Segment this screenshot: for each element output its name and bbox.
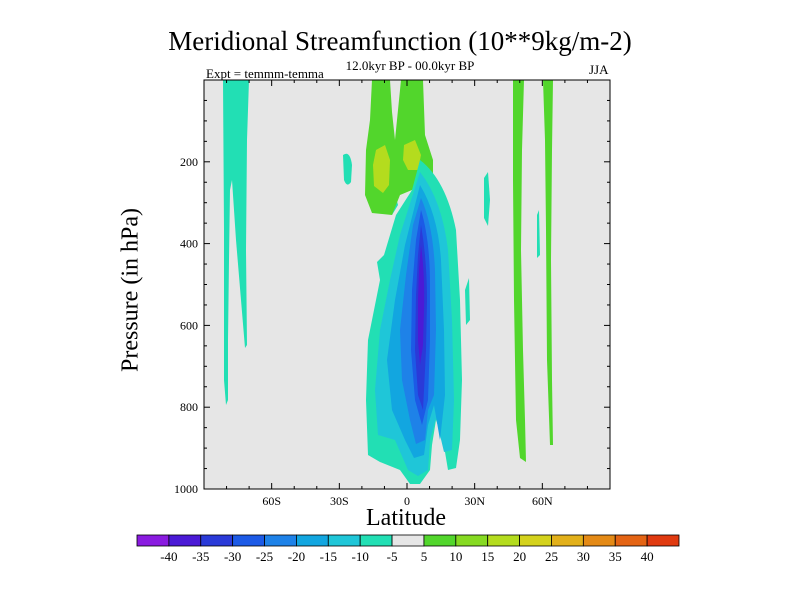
colorbar-swatch [359, 534, 393, 547]
colorbar-label: -15 [320, 549, 337, 564]
y-tick-label: 1000 [174, 482, 198, 496]
contour-north-neg-sliver-2 [465, 278, 470, 325]
contour-fills [223, 80, 553, 484]
contour-north-neg-sliver [484, 172, 490, 226]
contour-upper-pos-10-b [403, 140, 421, 170]
colorbar-swatch [646, 534, 680, 547]
colorbar-label: -5 [387, 549, 398, 564]
colorbar-label: -25 [256, 549, 273, 564]
x-tick-label: 30S [330, 494, 349, 508]
contour-neg-35 [418, 245, 425, 365]
y-tick-label: 200 [180, 155, 198, 169]
contour-north-neg-sliver-3 [537, 210, 540, 258]
contour-upper-pos-10-a [373, 145, 390, 193]
chart-title: Meridional Streamfunction (10**9kg/m-2) [168, 26, 632, 56]
colorbar-swatch [519, 534, 552, 547]
x-axis-label: Latitude [366, 505, 446, 531]
colorbar-label: 30 [577, 549, 590, 564]
colorbar-swatch [168, 534, 202, 547]
x-tick-label: 30N [464, 494, 485, 508]
experiment-label: Expt = temmm-temma [206, 66, 324, 81]
colorbar-swatch [391, 534, 425, 547]
colorbar-swatch [455, 534, 489, 547]
contour-north-pos-5-a [513, 80, 526, 462]
colorbar-swatch [327, 534, 361, 547]
colorbar-swatch [487, 534, 520, 547]
colorbar-label: 35 [609, 549, 622, 564]
colorbar-label: 40 [641, 549, 654, 564]
colorbar-label: -35 [192, 549, 209, 564]
axis-ticks: 60S 30S 0 30N 60N 200 400 600 800 1000 [174, 80, 610, 508]
colorbar-swatch [582, 534, 616, 547]
colorbar-label: 20 [513, 549, 526, 564]
colorbar-swatch [551, 534, 584, 547]
season-label: JJA [589, 62, 609, 77]
colorbar-label: 10 [449, 549, 462, 564]
contour-southern-neg-5 [223, 80, 249, 405]
contour-small-neg-blob [343, 153, 352, 185]
colorbar: -40 -35 -30 -25 -20 -15 -10 -5 5 10 15 20 25 30 35 40 [136, 534, 680, 564]
y-tick-label: 400 [180, 237, 198, 251]
colorbar-swatch [423, 534, 457, 547]
colorbar-swatch [296, 534, 329, 547]
colorbar-swatch [136, 534, 170, 547]
colorbar-label: -40 [160, 549, 177, 564]
x-tick-label: 0 [404, 494, 410, 508]
contour-north-pos-5-b [543, 80, 553, 445]
x-tick-label: 60S [262, 494, 281, 508]
y-tick-label: 800 [180, 400, 198, 414]
time-period-label: 12.0kyr BP - 00.0kyr BP [345, 58, 475, 73]
colorbar-label: 25 [545, 549, 558, 564]
colorbar-swatch [200, 534, 234, 547]
y-tick-label: 600 [180, 318, 198, 332]
colorbar-label: 5 [421, 549, 428, 564]
colorbar-label: -10 [352, 549, 369, 564]
colorbar-swatch [614, 534, 648, 547]
x-tick-label: 60N [532, 494, 553, 508]
colorbar-label: 15 [481, 549, 494, 564]
colorbar-swatch [264, 534, 297, 547]
colorbar-swatch [232, 534, 265, 547]
colorbar-label: -30 [224, 549, 241, 564]
colorbar-label: -20 [288, 549, 305, 564]
